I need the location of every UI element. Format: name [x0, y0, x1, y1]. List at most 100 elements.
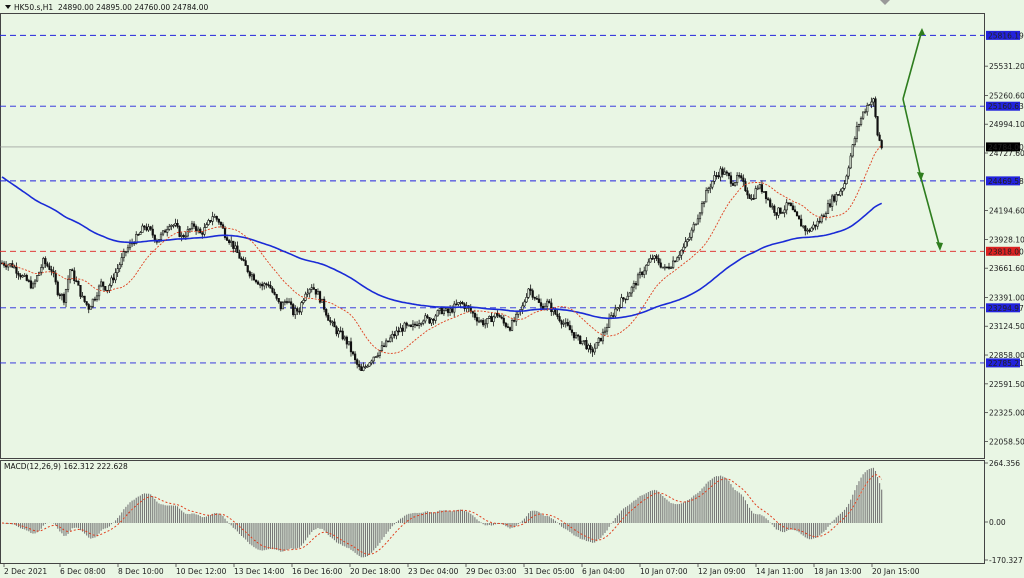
candle-body [775, 212, 778, 216]
candle-body [323, 298, 326, 310]
price-tick-label: 23928.10 [989, 235, 1024, 244]
candle-body [862, 111, 865, 119]
candle-body [409, 324, 412, 327]
candle-body [641, 271, 644, 275]
candle-body [756, 187, 759, 190]
moving-average-slow [1, 176, 883, 320]
chart-shift-marker-icon[interactable] [880, 0, 890, 5]
candle-body [135, 234, 138, 244]
candle-body [696, 218, 700, 225]
candle-body [579, 335, 582, 344]
time-tick-label: 16 Dec 16:00 [292, 567, 343, 576]
candle-body [688, 236, 691, 240]
candle-body [736, 175, 739, 183]
candle-body [420, 322, 423, 325]
price-tick-label: 25531.20 [989, 62, 1024, 71]
candle-body [463, 303, 466, 309]
candle-body [287, 301, 291, 304]
candle-body [137, 234, 140, 236]
candle-body [835, 194, 838, 202]
candle-body [374, 356, 377, 358]
price-axis: 25531.20 25260.60 24994.10 24727.60 24194.60… [984, 62, 1024, 446]
candle-body [318, 291, 322, 303]
time-tick-label: 2 Dec 2021 [4, 567, 47, 576]
candle-body [581, 340, 584, 344]
candle-body [108, 285, 111, 291]
candle-body [727, 172, 730, 177]
candle-body [655, 255, 658, 259]
candle-body [535, 298, 538, 300]
candle-body [568, 325, 571, 331]
candle-body [684, 241, 687, 248]
candle-body [682, 246, 685, 251]
candle-body [725, 171, 728, 174]
candle-body [771, 205, 774, 208]
symbol-dropdown-icon[interactable] [5, 5, 11, 9]
candle-body [178, 226, 181, 237]
candle-body [529, 288, 532, 291]
candle-body [362, 366, 365, 371]
candle-body [21, 275, 24, 278]
candle-body [438, 308, 441, 311]
candle-body [413, 323, 417, 326]
candle-body [694, 223, 697, 226]
candle-body [831, 195, 834, 207]
candle-body [589, 345, 592, 350]
candle-body [184, 235, 187, 238]
level-tag-text: 25160.63 [988, 102, 1024, 111]
arrow-down-1[interactable] [902, 98, 922, 179]
macd-signal-line [1, 474, 883, 555]
candle-body [161, 230, 165, 235]
candle-body [366, 365, 369, 368]
candle-body [360, 366, 363, 371]
candle-body [814, 224, 817, 227]
price-tick-label: 24194.60 [989, 207, 1024, 216]
candle-body [23, 274, 26, 277]
candle-body [587, 345, 590, 350]
candle-body [116, 268, 119, 274]
candle-body [672, 260, 675, 268]
candle-body [333, 321, 336, 328]
candle-body [27, 280, 30, 282]
candle-body [279, 301, 282, 310]
candle-body [665, 266, 669, 269]
candle-body [273, 291, 276, 295]
candle-body [254, 279, 258, 283]
candle-body [172, 224, 175, 227]
candle-body [232, 240, 235, 249]
candle-body [449, 308, 452, 313]
arrow-down-2[interactable] [920, 177, 941, 249]
candle-body [820, 215, 823, 223]
candle-body [702, 201, 706, 204]
candle-body [510, 320, 514, 331]
candle-body [659, 262, 662, 268]
candle-body [839, 190, 842, 196]
candle-body [643, 270, 646, 275]
candle-body [870, 101, 873, 105]
candle-body [707, 188, 710, 191]
candle-body [176, 223, 179, 227]
candle-body [331, 321, 334, 324]
candle-body [477, 320, 481, 323]
candle-body [192, 223, 196, 227]
candle-body [651, 258, 654, 260]
candle-body [595, 342, 598, 349]
candle-body [256, 281, 260, 285]
candle-body [230, 240, 233, 243]
candle-body [296, 308, 299, 312]
projection-arrows[interactable] [902, 29, 941, 249]
candle-body [188, 228, 192, 231]
candle-body [168, 226, 171, 230]
candle-body [490, 315, 493, 323]
candle-body [795, 211, 799, 217]
candle-body [370, 360, 373, 364]
arrow-up[interactable] [902, 29, 923, 100]
candle-body [521, 305, 524, 310]
level-tag-bg [986, 101, 1020, 111]
candle-body [872, 98, 875, 103]
candle-body [250, 274, 253, 277]
candle-body [678, 254, 681, 259]
time-tick-label: 8 Dec 10:00 [118, 567, 164, 576]
candle-body [424, 315, 427, 322]
